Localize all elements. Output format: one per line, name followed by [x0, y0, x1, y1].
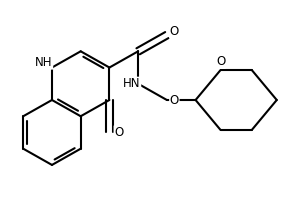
Text: O: O [114, 126, 123, 139]
Text: O: O [216, 55, 225, 68]
Text: O: O [170, 25, 179, 38]
Text: HN: HN [123, 77, 141, 90]
Text: O: O [170, 94, 179, 106]
Text: NH: NH [35, 56, 52, 69]
